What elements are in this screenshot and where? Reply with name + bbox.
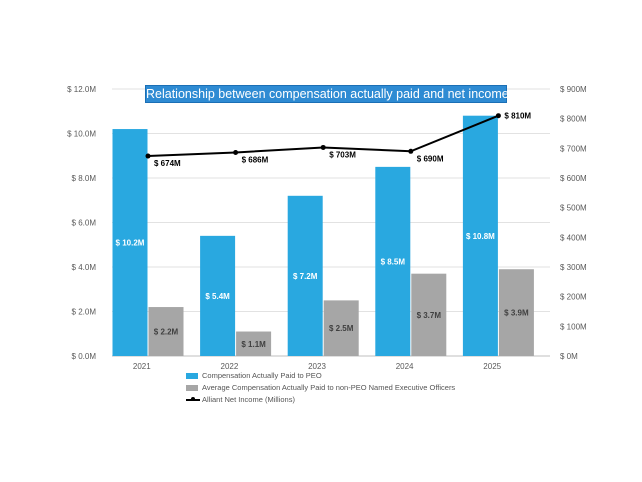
bar-label-non-peo: $ 2.2M: [154, 328, 179, 337]
bar-non-peo: [411, 273, 447, 356]
right-tick-label: $ 800M: [560, 115, 587, 124]
left-tick-label: $ 12.0M: [67, 85, 96, 94]
net-income-label: $ 810M: [504, 112, 531, 121]
net-income-marker: [233, 149, 239, 155]
legend-label-non-peo: Average Compensation Actually Paid to no…: [202, 383, 456, 392]
legend-swatch-net-income: [186, 397, 200, 401]
net-income-marker: [320, 144, 326, 150]
right-tick-label: $ 0M: [560, 352, 578, 361]
right-tick-label: $ 700M: [560, 144, 587, 153]
left-tick-label: $ 0.0M: [72, 352, 97, 361]
bar-non-peo: [148, 307, 184, 356]
bar-peo: [375, 166, 411, 356]
left-tick-label: $ 4.0M: [72, 263, 97, 272]
bar-label-non-peo: $ 3.9M: [504, 309, 529, 318]
net-income-marker: [408, 148, 414, 154]
net-income-label: $ 674M: [154, 159, 181, 168]
left-tick-label: $ 8.0M: [72, 174, 97, 183]
legend-item-net-income: Alliant Net Income (Millions): [186, 394, 455, 406]
chart-title: Relationship between compensation actual…: [145, 85, 509, 103]
bar-peo: [462, 115, 498, 356]
legend-item-peo: Compensation Actually Paid to PEO: [186, 370, 455, 382]
bar-label-non-peo: $ 2.5M: [329, 324, 354, 333]
left-tick-label: $ 10.0M: [67, 130, 96, 139]
left-tick-label: $ 6.0M: [72, 219, 97, 228]
x-tick-label: 2024: [396, 362, 414, 371]
bar-label-peo: $ 10.2M: [116, 239, 145, 248]
right-tick-label: $ 900M: [560, 85, 587, 94]
left-tick-label: $ 2.0M: [72, 308, 97, 317]
bar-label-peo: $ 8.5M: [381, 257, 406, 266]
net-income-line: [147, 114, 499, 158]
right-tick-label: $ 500M: [560, 204, 587, 213]
legend-item-non-peo: Average Compensation Actually Paid to no…: [186, 382, 455, 394]
x-tick-label: 2023: [308, 362, 326, 371]
legend: Compensation Actually Paid to PEO Averag…: [186, 370, 455, 406]
net-income-label: $ 690M: [417, 154, 444, 163]
bar-label-non-peo: $ 1.1M: [241, 340, 266, 349]
net-income-marker: [145, 153, 151, 159]
net-income-label: $ 686M: [242, 155, 269, 164]
legend-label-net-income: Alliant Net Income (Millions): [202, 395, 295, 404]
legend-swatch-peo: [186, 373, 198, 379]
x-tick-label: 2021: [133, 362, 151, 371]
legend-swatch-non-peo: [186, 385, 198, 391]
bar-peo: [112, 129, 148, 356]
bar-label-peo: $ 5.4M: [205, 292, 230, 301]
bar-peo: [200, 235, 236, 356]
right-tick-label: $ 300M: [560, 263, 587, 272]
right-tick-label: $ 600M: [560, 174, 587, 183]
x-tick-label: 2025: [483, 362, 501, 371]
bar-non-peo: [498, 269, 534, 356]
bar-label-peo: $ 7.2M: [293, 272, 318, 281]
right-tick-label: $ 200M: [560, 293, 587, 302]
right-tick-label: $ 400M: [560, 233, 587, 242]
net-income-marker: [495, 113, 501, 119]
bar-non-peo: [323, 300, 359, 356]
legend-label-peo: Compensation Actually Paid to PEO: [202, 371, 322, 380]
x-tick-label: 2022: [221, 362, 239, 371]
bar-label-peo: $ 10.8M: [466, 232, 495, 241]
right-tick-label: $ 100M: [560, 322, 587, 331]
net-income-label: $ 703M: [329, 150, 356, 159]
bar-peo: [287, 195, 323, 356]
bar-non-peo: [236, 331, 272, 356]
bar-label-non-peo: $ 3.7M: [417, 311, 442, 320]
